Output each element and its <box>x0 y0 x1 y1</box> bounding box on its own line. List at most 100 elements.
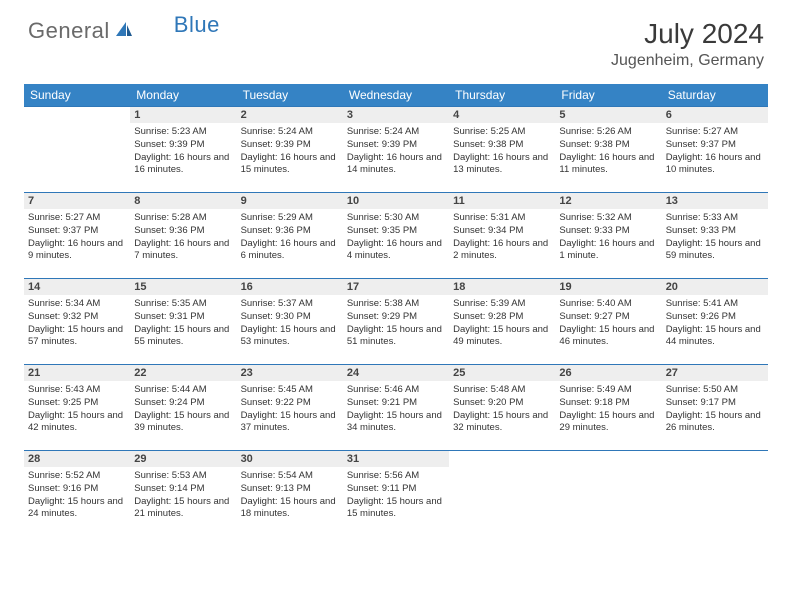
day-cell: 21 Sunrise: 5:43 AMSunset: 9:25 PMDayligh… <box>24 365 130 451</box>
day-cell: 13Sunrise: 5:33 AMSunset: 9:33 PMDayligh… <box>662 193 768 279</box>
day-number: 4 <box>449 107 555 123</box>
day-cell: 4 Sunrise: 5:25 AMSunset: 9:38 PMDaylight… <box>449 107 555 193</box>
day-cell: 14 Sunrise: 5:34 AMSunset: 9:32 PMDayligh… <box>24 279 130 365</box>
day-number: 20 <box>662 279 768 295</box>
day-cell: 19 Sunrise: 5:40 AMSunset: 9:27 PMDayligh… <box>555 279 661 365</box>
day-number: 10 <box>343 193 449 209</box>
day-details: Sunrise: 5:53 AMSunset: 9:14 PMDaylight:… <box>134 470 232 521</box>
day-number: 8 <box>130 193 236 209</box>
day-number: 28 <box>24 451 130 467</box>
day-number: 9 <box>237 193 343 209</box>
day-details: Sunrise: 5:27 AMSunset: 9:37 PMDaylight:… <box>28 212 126 263</box>
calendar-row: 21 Sunrise: 5:43 AMSunset: 9:25 PMDayligh… <box>24 365 768 451</box>
weekday-header-row: SundayMondayTuesdayWednesdayThursdayFrid… <box>24 84 768 107</box>
brand-text-general: General <box>28 18 110 44</box>
day-cell: 23 Sunrise: 5:45 AMSunset: 9:22 PMDayligh… <box>237 365 343 451</box>
day-cell: 9 Sunrise: 5:29 AMSunset: 9:36 PMDaylight… <box>237 193 343 279</box>
day-number: 14 <box>24 279 130 295</box>
day-number: 11 <box>449 193 555 209</box>
weekday-header: Wednesday <box>343 84 449 107</box>
day-cell: 10 Sunrise: 5:30 AMSunset: 9:35 PMDayligh… <box>343 193 449 279</box>
day-details: Sunrise: 5:56 AMSunset: 9:11 PMDaylight:… <box>347 470 445 521</box>
day-details: Sunrise: 5:27 AMSunset: 9:37 PMDaylight:… <box>666 126 764 177</box>
day-details: Sunrise: 5:46 AMSunset: 9:21 PMDaylight:… <box>347 384 445 435</box>
day-cell: 12 Sunrise: 5:32 AMSunset: 9:33 PMDayligh… <box>555 193 661 279</box>
day-details: Sunrise: 5:40 AMSunset: 9:27 PMDaylight:… <box>559 298 657 349</box>
day-cell: 25 Sunrise: 5:48 AMSunset: 9:20 PMDayligh… <box>449 365 555 451</box>
day-cell: 11 Sunrise: 5:31 AMSunset: 9:34 PMDayligh… <box>449 193 555 279</box>
day-number: 17 <box>343 279 449 295</box>
day-number: 19 <box>555 279 661 295</box>
day-number: 3 <box>343 107 449 123</box>
day-cell: 3 Sunrise: 5:24 AMSunset: 9:39 PMDaylight… <box>343 107 449 193</box>
weekday-header: Saturday <box>662 84 768 107</box>
day-cell: 5Sunrise: 5:26 AMSunset: 9:38 PMDaylight… <box>555 107 661 193</box>
day-cell: 29Sunrise: 5:53 AMSunset: 9:14 PMDayligh… <box>130 451 236 537</box>
day-details: Sunrise: 5:28 AMSunset: 9:36 PMDaylight:… <box>134 212 232 263</box>
weekday-header: Monday <box>130 84 236 107</box>
day-cell: 16Sunrise: 5:37 AMSunset: 9:30 PMDayligh… <box>237 279 343 365</box>
brand-text-blue: Blue <box>174 12 220 38</box>
day-cell: 27Sunrise: 5:50 AMSunset: 9:17 PMDayligh… <box>662 365 768 451</box>
page-header: General Blue July 2024 Jugenheim, German… <box>0 0 792 78</box>
day-cell: 20 Sunrise: 5:41 AMSunset: 9:26 PMDayligh… <box>662 279 768 365</box>
day-cell: 30Sunrise: 5:54 AMSunset: 9:13 PMDayligh… <box>237 451 343 537</box>
weekday-header: Thursday <box>449 84 555 107</box>
day-number: 22 <box>130 365 236 381</box>
title-block: July 2024 Jugenheim, Germany <box>611 18 764 70</box>
calendar-body: 01Sunrise: 5:23 AMSunset: 9:39 PMDayligh… <box>24 107 768 537</box>
calendar-row: 7 Sunrise: 5:27 AMSunset: 9:37 PMDaylight… <box>24 193 768 279</box>
day-details: Sunrise: 5:31 AMSunset: 9:34 PMDaylight:… <box>453 212 551 263</box>
day-cell: 17 Sunrise: 5:38 AMSunset: 9:29 PMDayligh… <box>343 279 449 365</box>
day-cell: 1 Sunrise: 5:23 AMSunset: 9:39 PMDaylight… <box>130 107 236 193</box>
day-details: Sunrise: 5:44 AMSunset: 9:24 PMDaylight:… <box>134 384 232 435</box>
day-details: Sunrise: 5:43 AMSunset: 9:25 PMDaylight:… <box>28 384 126 435</box>
weekday-header: Friday <box>555 84 661 107</box>
day-number: 7 <box>24 193 130 209</box>
day-number: 12 <box>555 193 661 209</box>
location-label: Jugenheim, Germany <box>611 52 764 70</box>
day-details: Sunrise: 5:24 AMSunset: 9:39 PMDaylight:… <box>347 126 445 177</box>
month-title: July 2024 <box>611 18 764 50</box>
day-details: Sunrise: 5:48 AMSunset: 9:20 PMDaylight:… <box>453 384 551 435</box>
day-number: 21 <box>24 365 130 381</box>
day-number: 23 <box>237 365 343 381</box>
calendar-row: 01 Sunrise: 5:23 AMSunset: 9:39 PMDayligh… <box>24 107 768 193</box>
day-cell: 28 Sunrise: 5:52 AMSunset: 9:16 PMDayligh… <box>24 451 130 537</box>
day-details: Sunrise: 5:52 AMSunset: 9:16 PMDaylight:… <box>28 470 126 521</box>
day-number: 31 <box>343 451 449 467</box>
brand-logo: General Blue <box>28 18 220 44</box>
day-details: Sunrise: 5:45 AMSunset: 9:22 PMDaylight:… <box>241 384 339 435</box>
day-cell: 15Sunrise: 5:35 AMSunset: 9:31 PMDayligh… <box>130 279 236 365</box>
day-details: Sunrise: 5:39 AMSunset: 9:28 PMDaylight:… <box>453 298 551 349</box>
day-cell: 24Sunrise: 5:46 AMSunset: 9:21 PMDayligh… <box>343 365 449 451</box>
day-details: Sunrise: 5:30 AMSunset: 9:35 PMDaylight:… <box>347 212 445 263</box>
day-details: Sunrise: 5:35 AMSunset: 9:31 PMDaylight:… <box>134 298 232 349</box>
brand-sail-icon <box>114 20 134 43</box>
day-number: 25 <box>449 365 555 381</box>
day-cell: 22 Sunrise: 5:44 AMSunset: 9:24 PMDayligh… <box>130 365 236 451</box>
day-details: Sunrise: 5:23 AMSunset: 9:39 PMDaylight:… <box>134 126 232 177</box>
weekday-header: Sunday <box>24 84 130 107</box>
day-details: Sunrise: 5:24 AMSunset: 9:39 PMDaylight:… <box>241 126 339 177</box>
day-cell: 26Sunrise: 5:49 AMSunset: 9:18 PMDayligh… <box>555 365 661 451</box>
day-number: 18 <box>449 279 555 295</box>
day-cell: 6Sunrise: 5:27 AMSunset: 9:37 PMDaylight… <box>662 107 768 193</box>
day-details: Sunrise: 5:38 AMSunset: 9:29 PMDaylight:… <box>347 298 445 349</box>
day-number: 26 <box>555 365 661 381</box>
day-details: Sunrise: 5:41 AMSunset: 9:26 PMDaylight:… <box>666 298 764 349</box>
day-cell: 7 Sunrise: 5:27 AMSunset: 9:37 PMDaylight… <box>24 193 130 279</box>
day-cell: 2Sunrise: 5:24 AMSunset: 9:39 PMDaylight… <box>237 107 343 193</box>
day-details: Sunrise: 5:32 AMSunset: 9:33 PMDaylight:… <box>559 212 657 263</box>
empty-cell: 0 <box>449 451 555 537</box>
day-number: 1 <box>130 107 236 123</box>
day-details: Sunrise: 5:34 AMSunset: 9:32 PMDaylight:… <box>28 298 126 349</box>
day-cell: 8 Sunrise: 5:28 AMSunset: 9:36 PMDaylight… <box>130 193 236 279</box>
day-details: Sunrise: 5:29 AMSunset: 9:36 PMDaylight:… <box>241 212 339 263</box>
day-details: Sunrise: 5:50 AMSunset: 9:17 PMDaylight:… <box>666 384 764 435</box>
day-number: 5 <box>555 107 661 123</box>
day-cell: 18 Sunrise: 5:39 AMSunset: 9:28 PMDayligh… <box>449 279 555 365</box>
empty-cell: 0 <box>24 107 130 193</box>
day-details: Sunrise: 5:25 AMSunset: 9:38 PMDaylight:… <box>453 126 551 177</box>
day-number: 16 <box>237 279 343 295</box>
